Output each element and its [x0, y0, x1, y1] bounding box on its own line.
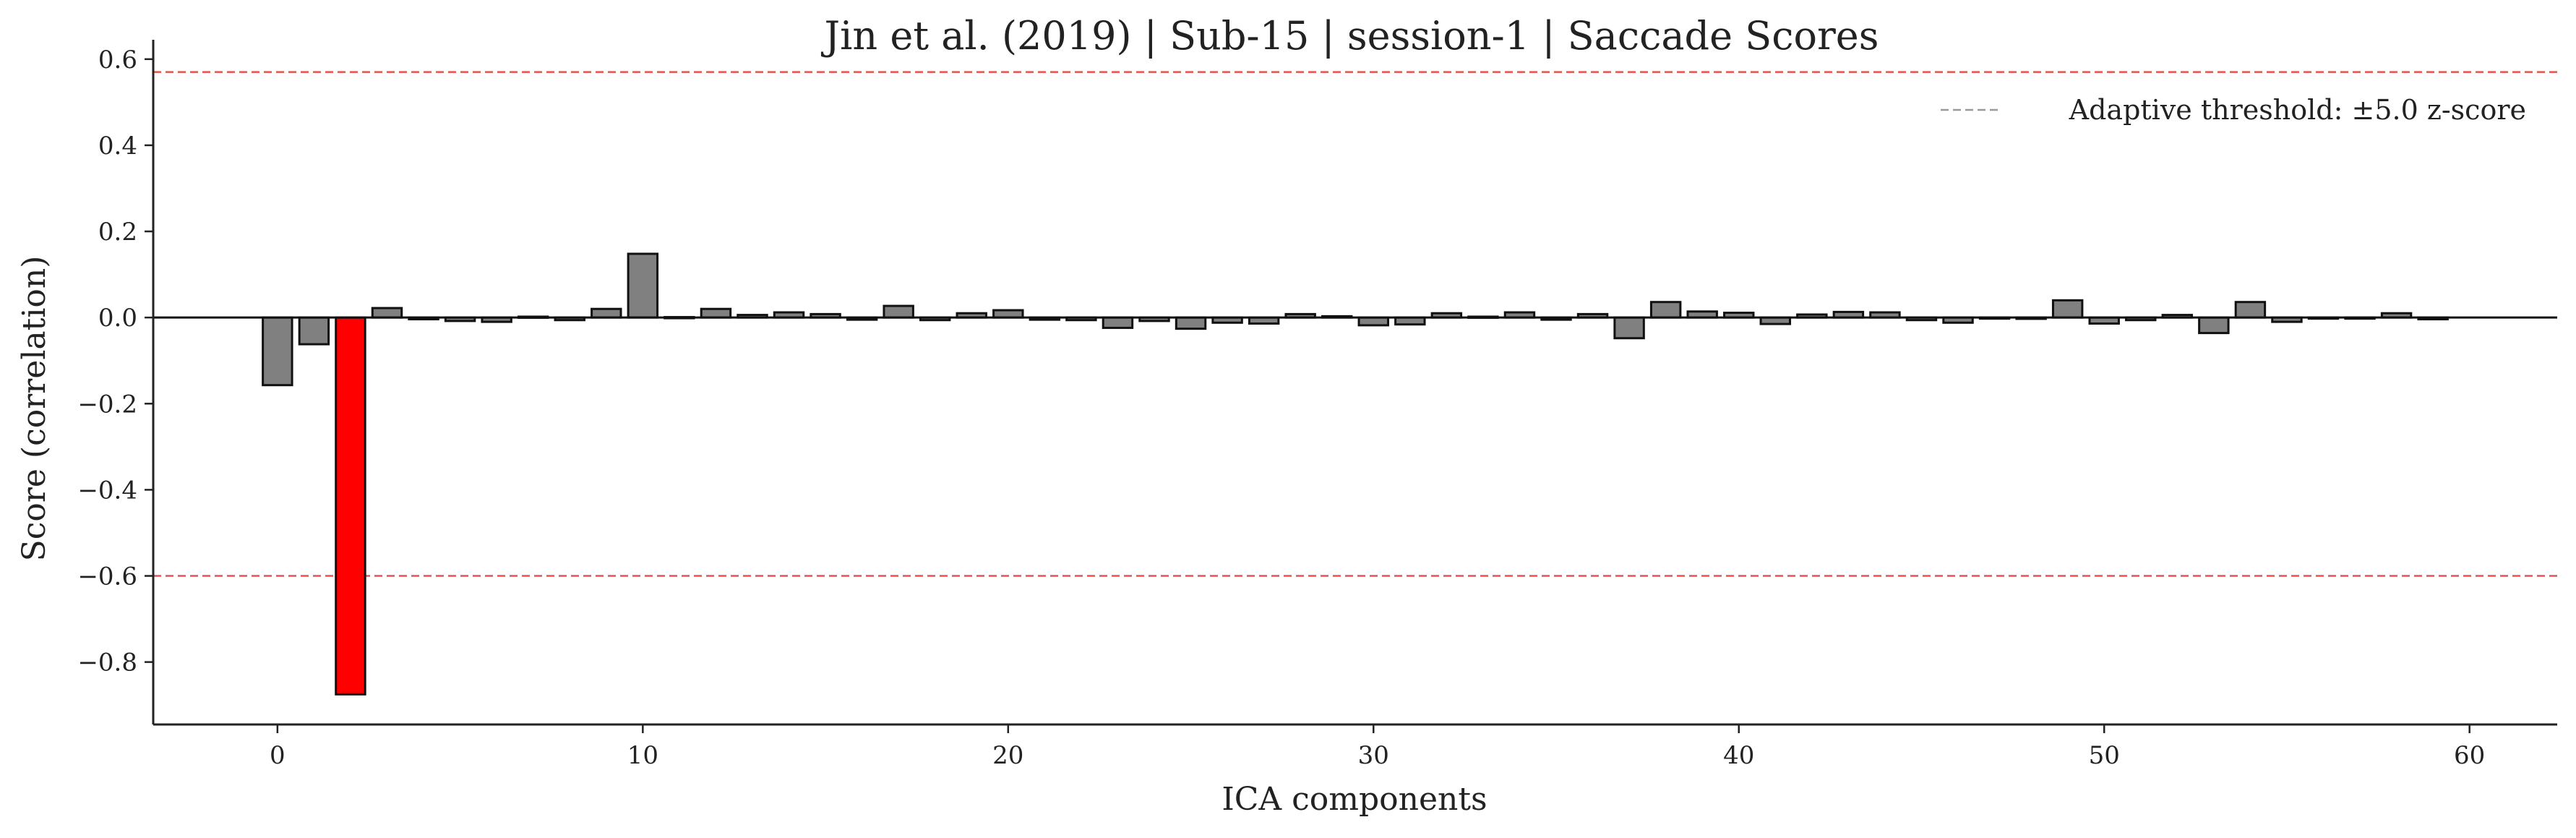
y-tick-label: 0.0	[98, 304, 137, 333]
y-axis-label: Score (correlation)	[16, 256, 53, 562]
legend-label: Adaptive threshold: ±5.0 z-score	[2069, 94, 2526, 126]
bar-49	[2051, 299, 2084, 319]
bar-0	[262, 316, 293, 387]
x-tick-label: 30	[1358, 741, 1389, 770]
y-tick-label: 0.2	[98, 218, 137, 247]
y-tick-label: 0.6	[98, 46, 137, 74]
chart-title: Jin et al. (2019) | Sub-15 | session-1 |…	[821, 13, 1879, 59]
y-tick-label: −0.8	[77, 649, 137, 677]
bar-53	[2198, 316, 2230, 335]
bar-23	[1102, 316, 1134, 329]
bar-20	[992, 309, 1024, 319]
y-tick-label: −0.4	[77, 476, 137, 505]
plot-area: −0.8 −0.6 −0.4 −0.2 0.0 0.2 0.4 0.6 0 10 20 30 40 50 6…	[77, 40, 2557, 770]
x-tick-label: 0	[270, 741, 285, 770]
y-tick-label: 0.4	[98, 132, 137, 161]
x-tick-label: 60	[2454, 741, 2485, 770]
bar-1	[298, 316, 330, 346]
x-tick-label: 50	[2089, 741, 2120, 770]
x-tick-label: 40	[1723, 741, 1754, 770]
bar-10	[627, 252, 659, 319]
bar-38	[1649, 301, 1682, 319]
bar-25	[1175, 316, 1207, 330]
bar-37	[1613, 316, 1645, 340]
bar-17	[883, 304, 914, 319]
bar-30	[1357, 316, 1389, 327]
x-tick-label: 20	[992, 741, 1023, 770]
x-tick-label: 10	[627, 741, 658, 770]
flagged-bar-2	[335, 316, 366, 696]
bar-9	[591, 307, 622, 319]
bar-12	[700, 307, 732, 319]
y-tick-label: −0.6	[77, 563, 137, 591]
x-axis-label: ICA components	[1222, 781, 1487, 818]
bar-54	[2234, 301, 2267, 319]
y-tick-label: −0.2	[77, 390, 137, 419]
bar-3	[371, 307, 403, 319]
